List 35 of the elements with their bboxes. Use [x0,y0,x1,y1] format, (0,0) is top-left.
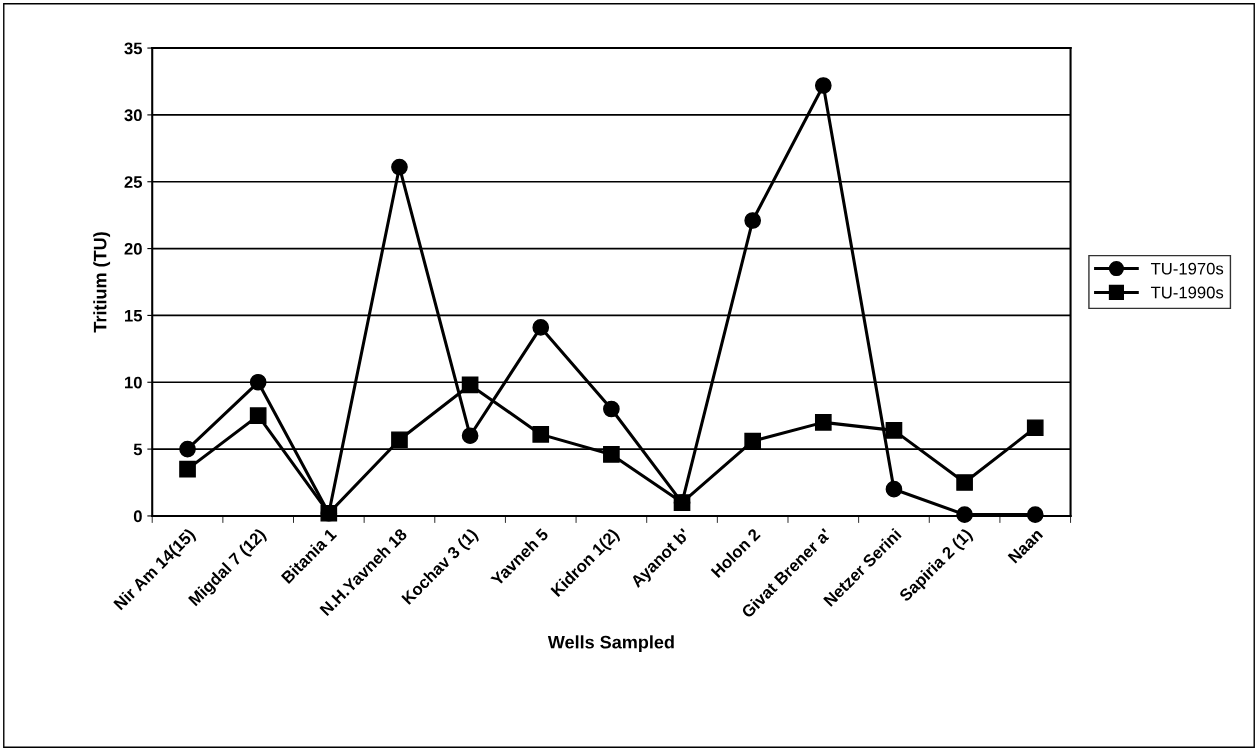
point [391,158,408,176]
point [179,460,196,478]
y-tick-label: 20 [124,242,142,255]
point [461,376,479,394]
legend-label: TU-1990s [1150,286,1224,299]
point [179,440,196,458]
y-axis-title: Tritium (TU) [93,232,111,333]
y-tick-label: 25 [124,176,143,188]
point [1026,419,1044,437]
point [532,426,550,443]
point [956,474,973,491]
point [673,494,691,511]
point [885,422,903,439]
y-tick-label: 15 [125,309,143,322]
point [814,414,832,431]
y-tick-label: 10 [125,376,142,389]
y-tick-label: 35 [124,42,143,55]
legend-label: TU-1970s [1150,262,1224,275]
point [1026,506,1044,523]
point [814,77,832,94]
point [249,407,267,425]
point [603,446,620,463]
point [603,400,620,418]
x-axis-title: Wells Sampled [547,635,674,653]
point [461,427,479,445]
point [744,212,762,229]
point [391,431,408,449]
point [249,373,267,391]
point [956,506,973,523]
y-tick-label: 5 [133,443,143,456]
y-tick-label: 30 [124,109,142,122]
point [885,480,903,498]
point [532,319,550,336]
y-tick-label: 0 [133,510,142,523]
point [744,432,762,450]
